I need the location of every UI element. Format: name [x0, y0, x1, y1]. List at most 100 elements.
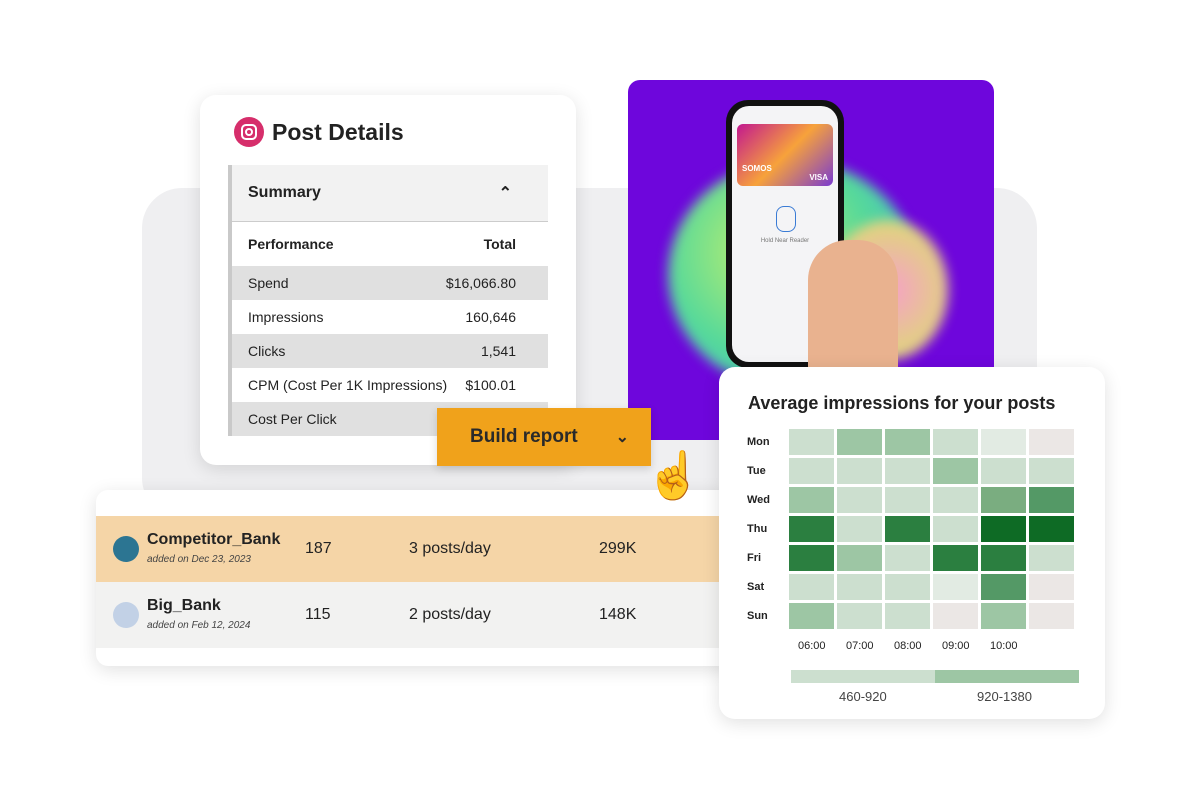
- card-network: VISA: [809, 173, 828, 182]
- heatmap-cell: [981, 458, 1026, 484]
- metric-label: Spend: [248, 275, 289, 291]
- account-name: Big_Bank: [147, 597, 221, 614]
- heatmap-cell: [837, 487, 882, 513]
- metric-value: $16,066.80: [445, 275, 516, 291]
- heatmap-cell: [789, 603, 834, 629]
- heatmap-cell: [1029, 603, 1074, 629]
- heatmap-cell: [1029, 487, 1074, 513]
- heatmap-cell: [933, 545, 978, 571]
- hour-label: 09:00: [942, 640, 970, 652]
- heatmap-cell: [837, 545, 882, 571]
- heatmap-cell: [933, 574, 978, 600]
- heatmap-cell: [933, 603, 978, 629]
- chevron-down-icon: ⌄: [615, 429, 630, 446]
- heatmap-cell: [885, 545, 930, 571]
- heatmap-cell: [837, 516, 882, 542]
- legend-label: 920-1380: [977, 689, 1032, 704]
- heatmap-cell: [837, 603, 882, 629]
- heatmap-cell: [1029, 545, 1074, 571]
- day-label: Sun: [747, 610, 768, 622]
- chevron-up-icon: ⌃: [498, 185, 512, 202]
- account-name: Competitor_Bank: [147, 531, 281, 548]
- nfc-icon: [776, 206, 796, 232]
- heatmap-cell: [885, 603, 930, 629]
- heatmap-cell: [885, 429, 930, 455]
- added-date: added on Dec 23, 2023: [147, 554, 251, 565]
- heatmap-cell: [981, 516, 1026, 542]
- heatmap-cell: [789, 516, 834, 542]
- reach: 299K: [599, 540, 637, 557]
- post-count: 187: [305, 540, 332, 557]
- summary-table: Summary ⌃ Performance Total Spend $16,066.8…: [228, 165, 548, 436]
- heatmap-cell: [885, 516, 930, 542]
- heatmap-cell: [789, 545, 834, 571]
- heatmap-cell: [981, 603, 1026, 629]
- table-row: CPM (Cost Per 1K Impressions) $100.01: [232, 368, 548, 402]
- heatmap-cell: [789, 458, 834, 484]
- heatmap-cell: [933, 429, 978, 455]
- heatmap-title: Average impressions for your posts: [748, 393, 1056, 413]
- heatmap-cell: [885, 458, 930, 484]
- post-frequency: 3 posts/day: [409, 540, 491, 557]
- post-frequency: 2 posts/day: [409, 606, 491, 623]
- hour-label: 06:00: [798, 640, 826, 652]
- heatmap-cell: [837, 429, 882, 455]
- payment-card: SOMOS VISA: [737, 124, 833, 186]
- metric-label: Clicks: [248, 343, 286, 359]
- metric-label: CPM (Cost Per 1K Impressions): [248, 377, 448, 393]
- card-brand: SOMOS: [742, 164, 772, 173]
- metric-value: $100.01: [465, 377, 516, 393]
- post-count: 115: [305, 606, 331, 623]
- heatmap-cell: [933, 516, 978, 542]
- post-details-card: Post Details Summary ⌃ Performance Total S…: [200, 95, 576, 465]
- heatmap-cell: [1029, 458, 1074, 484]
- button-label: Build report: [470, 426, 578, 447]
- column-header: Total: [483, 236, 516, 252]
- summary-label: Summary: [248, 184, 321, 201]
- heatmap-cell: [885, 487, 930, 513]
- heatmap-cell: [789, 487, 834, 513]
- heatmap-grid: [789, 429, 1074, 629]
- heatmap-cell: [1029, 574, 1074, 600]
- day-label: Mon: [747, 436, 770, 448]
- metric-label: Cost Per Click: [248, 411, 337, 427]
- heatmap-cell: [789, 574, 834, 600]
- heatmap-cell: [933, 458, 978, 484]
- heatmap-cell: [981, 574, 1026, 600]
- column-header: Performance: [248, 236, 334, 252]
- avatar: [113, 602, 139, 628]
- added-date: added on Feb 12, 2024: [147, 620, 251, 631]
- reach: 148K: [599, 606, 637, 623]
- heatmap-cell: [837, 458, 882, 484]
- hold-prompt: Hold Near Reader: [760, 238, 810, 244]
- phone-payment-image: SOMOS VISA Hold Near Reader: [628, 80, 994, 440]
- table-row: Spend $16,066.80: [232, 266, 548, 300]
- table-row: Clicks 1,541: [232, 334, 548, 368]
- heatmap-cell: [837, 574, 882, 600]
- legend-label: 460-920: [839, 689, 887, 704]
- day-label: Fri: [747, 552, 762, 564]
- pointer-hand-icon: ☝: [645, 449, 703, 501]
- legend-swatch: [935, 670, 1079, 683]
- heatmap-cell: [981, 487, 1026, 513]
- table-header: Performance Total: [232, 222, 548, 266]
- heatmap-cell: [1029, 429, 1074, 455]
- day-label: Thu: [747, 523, 768, 535]
- metric-label: Impressions: [248, 309, 324, 325]
- hour-label: 10:00: [990, 640, 1018, 652]
- heatmap-card: Average impressions for your posts Mon Tu…: [719, 367, 1105, 719]
- day-label: Tue: [747, 465, 766, 477]
- day-label: Sat: [747, 581, 765, 593]
- avatar: [113, 536, 139, 562]
- metric-value: 1,541: [480, 343, 516, 359]
- heatmap-cell: [1029, 516, 1074, 542]
- card-title: Post Details: [272, 118, 404, 145]
- metric-value: 160,646: [465, 309, 516, 325]
- legend-swatch: [791, 670, 935, 683]
- build-report-button[interactable]: Build report ⌄: [437, 408, 651, 466]
- table-row: Impressions 160,646: [232, 300, 548, 334]
- summary-toggle[interactable]: Summary ⌃: [232, 165, 548, 222]
